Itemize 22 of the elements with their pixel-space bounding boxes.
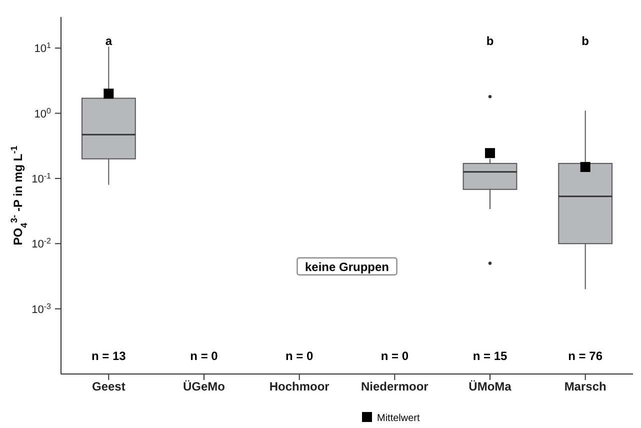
annotation: keine Gruppen	[304, 260, 390, 274]
annotation: n = 0	[380, 349, 409, 363]
annotation: b	[582, 34, 590, 48]
annotation: n = 76	[568, 349, 603, 363]
annotation: b	[486, 34, 494, 48]
y-tick-label: 10$^{-3}$	[32, 301, 52, 316]
x-tick-label: ÜMoMa	[468, 380, 512, 394]
annotation: a	[105, 34, 112, 48]
annotation: n = 0	[190, 349, 218, 363]
x-tick-label: Marsch	[564, 380, 606, 394]
x-tick-label: Geest	[92, 380, 126, 394]
annotation: n = 15	[472, 349, 508, 363]
y-tick-label: 10$^{-1}$	[32, 170, 52, 186]
annotation: n = 13	[91, 349, 126, 363]
y-tick-label: 10$^{0}$	[34, 106, 52, 120]
x-tick-label: ÜGeMo	[183, 380, 225, 394]
x-tick-label: Hochmoor	[269, 380, 330, 394]
x-tick-label: Niedermoor	[360, 380, 429, 394]
y-tick-label: 10$^{1}$	[34, 40, 52, 56]
legend-label: Mittelwert	[377, 413, 420, 424]
y-tick-label: 10$^{-2}$	[32, 236, 52, 251]
annotation: n = 0	[285, 349, 314, 363]
